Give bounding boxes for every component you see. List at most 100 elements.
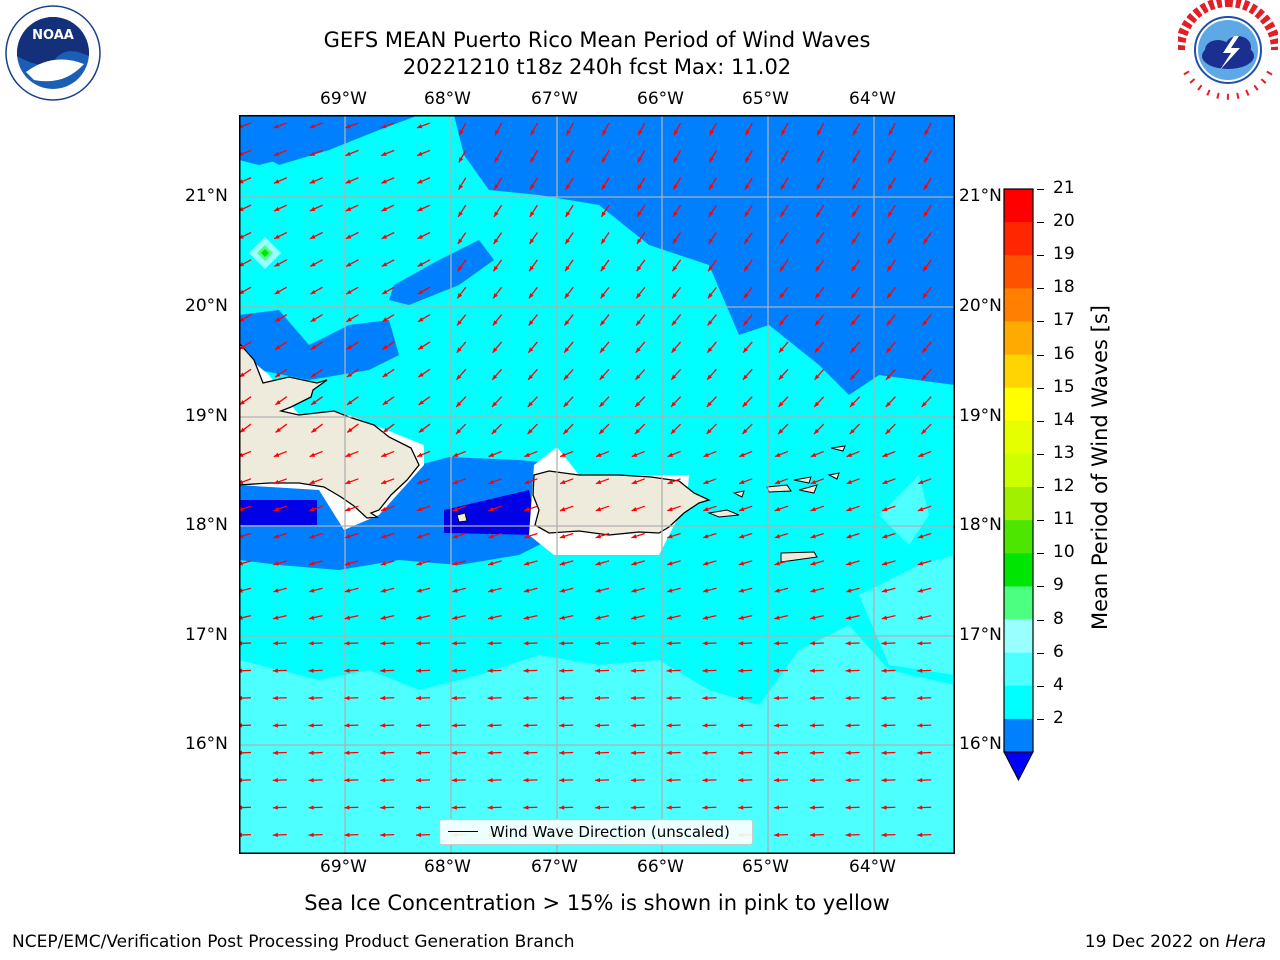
wind-wave-arrowhead [523,695,529,701]
wind-wave-arrowhead [275,400,281,405]
wind-wave-arrowhead [344,561,351,566]
colorbar-segment [1004,685,1033,720]
wind-wave-arrowhead [744,238,749,245]
wind-wave-arrowhead [886,320,892,326]
wind-wave-arrowhead [709,157,714,163]
wind-wave-arrowhead [416,805,422,810]
lat-tick-left: 21°N [185,186,228,206]
wind-wave-arrowhead [780,184,786,190]
wind-wave-arrowhead [346,262,352,267]
wind-wave-arrowhead [488,479,494,485]
wind-wave-arrowhead [418,372,424,378]
wind-wave-arrowhead [308,668,314,673]
wind-wave-arrowhead [743,293,749,299]
footer-date-text: 19 Dec 2022 on [1084,932,1226,952]
wind-wave-arrowhead [416,124,423,129]
wind-wave-arrowhead [774,479,781,485]
wind-wave-arrowhead [917,507,924,512]
wind-wave-arrowhead [523,561,530,566]
wind-wave-arrowhead [845,641,851,646]
wind-wave-arrowhead [845,695,851,701]
wind-wave-arrowhead [881,750,887,756]
wind-wave-arrowhead [743,320,749,326]
wind-wave-arrowhead [743,347,749,353]
wind-wave-arrowhead [813,428,820,435]
wind-wave-arrowhead [809,750,815,756]
wind-wave-arrowhead [631,452,638,457]
wind-wave-arrowhead [707,347,713,353]
wind-wave-arrowhead [345,534,351,539]
wind-wave-arrowhead [887,265,892,272]
noaa-logo-text: NOAA [32,28,74,43]
wind-wave-arrowhead [672,238,678,245]
wind-wave-arrowhead [381,124,387,129]
wind-wave-arrowhead [273,452,280,457]
wind-wave-arrowhead [273,179,280,184]
wind-wave-arrowhead [667,561,673,566]
wind-wave-arrowhead [559,778,565,783]
wind-wave-arrowhead [309,452,316,457]
wind-wave-arrowhead [774,615,780,620]
lon-tick-bottom: 69°W [320,857,367,877]
wind-wave-arrowhead [272,778,278,783]
wind-wave-arrowhead [744,184,750,190]
wind-wave-arrowhead [738,641,744,646]
wind-wave-arrowhead [345,179,352,184]
wind-wave-arrowhead [922,320,928,326]
wind-wave-arrowhead [560,452,566,457]
wind-wave-arrowhead [595,805,601,810]
wind-wave-arrowhead [673,211,678,217]
colorbar-tick [1037,619,1044,621]
wind-wave-arrowhead [524,452,530,457]
wind-wave-arrowhead [346,400,353,405]
wind-wave-arrowhead [595,750,601,756]
wind-wave-arrowhead [272,668,278,673]
wind-wave-arrowhead [673,157,679,163]
wind-wave-arrowhead [451,641,457,646]
wind-wave-arrowhead [917,778,923,783]
wind-wave-arrowhead [599,401,605,407]
map-frame [239,115,955,854]
wind-wave-arrowhead [738,615,744,620]
lon-tick-top: 65°W [742,89,789,109]
wind-wave-arrowhead [917,805,923,810]
lon-tick-top: 68°W [424,89,471,109]
wind-wave-arrowhead [487,695,493,701]
wind-wave-arrowhead [595,479,602,485]
wind-wave-arrowhead [631,507,637,512]
wind-wave-arrowhead [344,641,350,646]
wind-wave-arrowhead [810,534,816,539]
wind-wave-arrowhead [487,750,493,756]
wind-wave-arrowhead [491,428,497,435]
wind-wave-arrowhead [852,157,858,163]
wind-wave-arrowhead [493,293,498,299]
wind-wave-arrowhead [815,320,820,326]
wind-wave-arrowhead [417,262,424,267]
wind-wave-arrowhead [451,750,457,756]
wind-wave-arrowhead [630,668,636,673]
wind-wave-arrowhead [456,374,462,380]
wind-wave-arrowhead [595,507,602,512]
wind-wave-arrowhead [309,479,315,485]
wind-wave-arrowhead [816,157,822,163]
wind-wave-arrowhead [311,427,317,433]
wind-wave-arrowhead [917,723,923,728]
wind-wave-arrowhead [416,778,422,783]
wind-wave-arrowhead [637,184,642,190]
wind-wave-arrowhead [488,534,494,539]
wind-wave-arrowhead [273,151,280,156]
wind-wave-arrowhead [778,428,784,435]
wind-wave-arrowhead [380,588,387,593]
wind-wave-arrowhead [523,668,529,673]
lon-tick-bottom: 65°W [742,857,789,877]
colorbar-segment [1004,420,1033,455]
colorbar-tick [1037,718,1044,720]
wind-wave-arrowhead [882,507,888,512]
wind-wave-arrowhead [380,750,386,756]
wind-wave-arrowhead [530,129,536,136]
wind-wave-arrowhead [845,615,852,620]
colorbar-segment [1004,255,1033,289]
wind-wave-arrowhead [239,427,246,433]
wind-wave-arrowhead [774,832,780,838]
wind-wave-arrowhead [382,427,389,433]
